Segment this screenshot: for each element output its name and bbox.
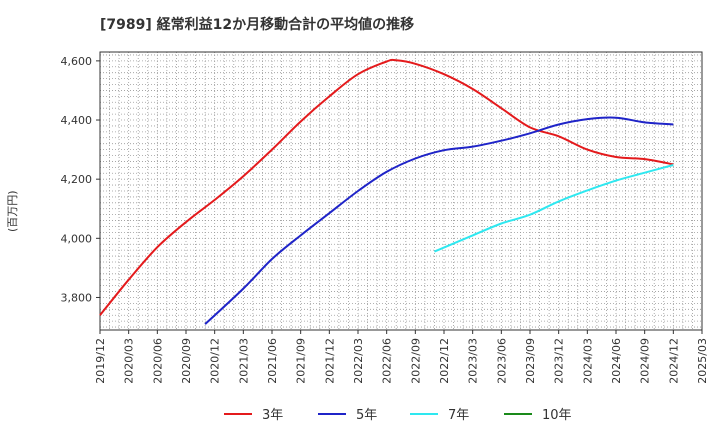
x-tick-label: 2022/09 [409,338,422,384]
y-tick-label: 4,600 [61,55,93,68]
y-tick-label: 4,200 [61,173,93,186]
series-line-1 [204,116,674,325]
legend-label-1: 5年 [356,408,377,423]
y-tick-label: 4,400 [61,114,93,127]
legend-label-0: 3年 [262,408,283,423]
x-tick-label: 2021/03 [237,338,250,384]
series-line-0 [99,58,674,316]
x-tick-label: 2024/09 [639,338,652,384]
x-tick-label: 2021/06 [266,338,279,384]
x-tick-label: 2020/06 [151,338,164,384]
x-tick-label: 2020/03 [123,338,136,384]
plot-frame [99,51,703,331]
x-tick-label: 2023/06 [495,338,508,384]
x-tick-label: 2022/06 [381,338,394,384]
x-tick-label: 2022/12 [438,338,451,384]
x-tick-label: 2024/12 [667,338,680,384]
series-line-2 [434,164,674,253]
x-tick-label: 2024/03 [581,338,594,384]
legend-label-2: 7年 [448,408,469,423]
x-tick-label: 2025/03 [696,338,709,384]
x-tick-label: 2021/09 [295,338,308,384]
x-tick-label: 2023/09 [524,338,537,384]
x-tick-label: 2020/09 [180,338,193,384]
x-tick-label: 2019/12 [94,338,107,384]
y-tick-label: 3,800 [61,291,93,304]
chart-title: [7989] 経常利益12か月移動合計の平均値の推移 [100,17,415,33]
x-tick-label: 2023/12 [553,338,566,384]
legend-label-3: 10年 [542,408,572,423]
x-tick-label: 2020/12 [209,338,222,384]
x-tick-label: 2023/03 [467,338,480,384]
x-tick-label: 2024/06 [610,338,623,384]
x-tick-label: 2022/03 [352,338,365,384]
x-tick-label: 2021/12 [323,338,336,384]
y-tick-label: 4,000 [61,232,93,245]
